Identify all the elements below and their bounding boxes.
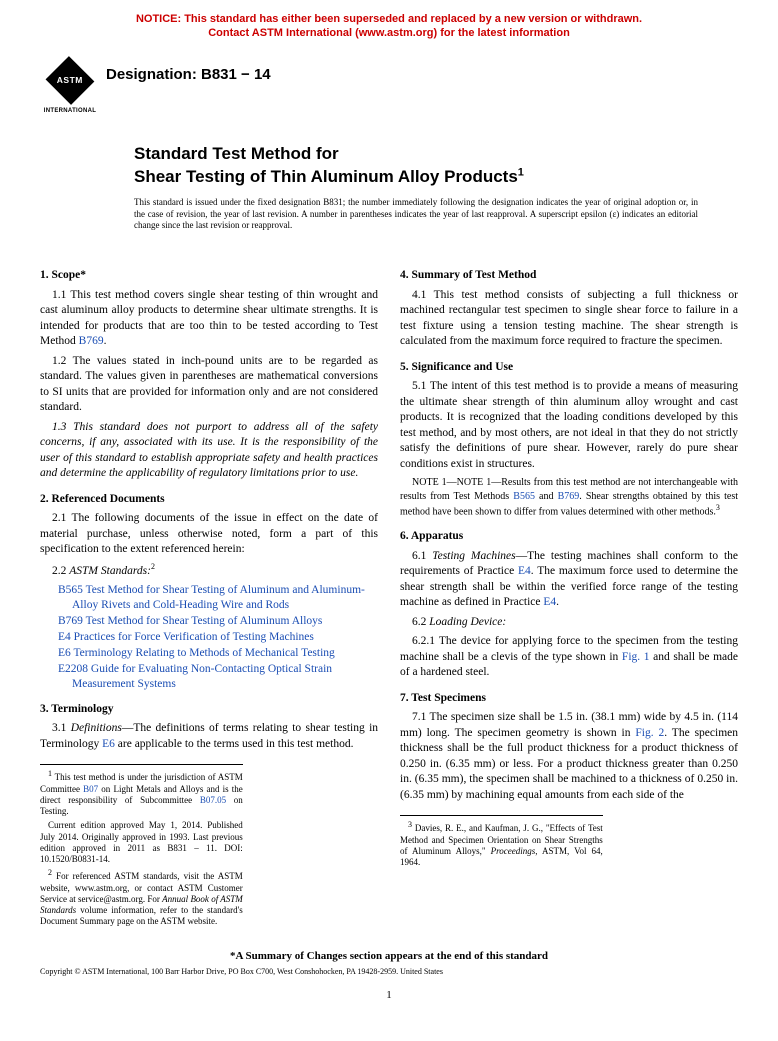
section-1-head: 1. Scope* — [40, 268, 378, 284]
logo-subtitle: INTERNATIONAL — [44, 107, 96, 115]
link-e6[interactable]: E6 — [102, 738, 115, 750]
link-b565[interactable]: B565 — [513, 491, 535, 502]
ref-list: B565 Test Method for Shear Testing of Al… — [40, 583, 378, 692]
issued-note: This standard is issued under the fixed … — [134, 197, 698, 232]
left-footnotes: 1 This test method is under the jurisdic… — [40, 764, 243, 927]
left-column: 1. Scope* 1.1 This test method covers si… — [40, 258, 378, 930]
para-7-1: 7.1 The specimen size shall be 1.5 in. (… — [400, 710, 738, 803]
summary-note: *A Summary of Changes section appears at… — [40, 949, 738, 964]
notice-line2: Contact ASTM International (www.astm.org… — [208, 27, 570, 39]
right-footnotes: 3 Davies, R. E., and Kaufman, J. G., "Ef… — [400, 815, 603, 868]
copyright: Copyright © ASTM International, 100 Barr… — [40, 967, 738, 978]
ref-b769[interactable]: B769 Test Method for Shear Testing of Al… — [58, 614, 378, 629]
designation: Designation: B831 − 14 — [106, 65, 271, 85]
astm-logo: ASTM INTERNATIONAL — [42, 59, 98, 115]
ref-e2208[interactable]: E2208 Guide for Evaluating Non-Contactin… — [58, 662, 378, 692]
logo-text: ASTM — [57, 74, 83, 85]
para-2-2: 2.2 ASTM Standards:2 — [40, 562, 378, 579]
para-3-1: 3.1 Definitions—The definitions of terms… — [40, 721, 378, 752]
link-fig1[interactable]: Fig. 1 — [622, 651, 650, 663]
footnote-1: 1 This test method is under the jurisdic… — [40, 769, 243, 817]
logo-diamond: ASTM — [46, 56, 95, 105]
para-6-2-1: 6.2.1 The device for applying force to t… — [400, 634, 738, 681]
title-sup: 1 — [518, 166, 524, 178]
notice-line1: NOTICE: This standard has either been su… — [136, 13, 642, 25]
link-b07[interactable]: B07 — [83, 784, 98, 794]
note-1: NOTE 1—NOTE 1—Results from this test met… — [400, 476, 738, 519]
section-3-head: 3. Terminology — [40, 702, 378, 718]
title-line2: Shear Testing of Thin Aluminum Alloy Pro… — [134, 166, 738, 187]
ref-b565[interactable]: B565 Test Method for Shear Testing of Al… — [58, 583, 378, 613]
title-block: Standard Test Method for Shear Testing o… — [134, 143, 738, 188]
section-2-head: 2. Referenced Documents — [40, 492, 378, 508]
ref-e4[interactable]: E4 Practices for Force Verification of T… — [58, 630, 378, 645]
para-1-1: 1.1 This test method covers single shear… — [40, 288, 378, 350]
para-6-1: 6.1 Testing Machines—The testing machine… — [400, 549, 738, 611]
para-6-2: 6.2 Loading Device: — [400, 615, 738, 631]
para-2-1: 2.1 The following documents of the issue… — [40, 511, 378, 558]
link-b0705[interactable]: B07.05 — [200, 795, 226, 805]
link-fig2[interactable]: Fig. 2 — [635, 727, 664, 739]
ref-e6[interactable]: E6 Terminology Relating to Methods of Me… — [58, 646, 378, 661]
section-5-head: 5. Significance and Use — [400, 360, 738, 376]
two-column-body: 1. Scope* 1.1 This test method covers si… — [40, 258, 738, 930]
footnote-2: 2 For referenced ASTM standards, visit t… — [40, 868, 243, 927]
section-6-head: 6. Apparatus — [400, 529, 738, 545]
page-root: NOTICE: This standard has either been su… — [0, 0, 778, 1033]
section-7-head: 7. Test Specimens — [400, 691, 738, 707]
title-line1: Standard Test Method for — [134, 143, 738, 164]
section-4-head: 4. Summary of Test Method — [400, 268, 738, 284]
link-e4a[interactable]: E4 — [518, 565, 531, 577]
link-b769[interactable]: B769 — [79, 335, 104, 347]
right-column: 4. Summary of Test Method 4.1 This test … — [400, 258, 738, 930]
link-e4b[interactable]: E4 — [543, 596, 556, 608]
para-4-1: 4.1 This test method consists of subject… — [400, 288, 738, 350]
notice-banner: NOTICE: This standard has either been su… — [40, 12, 738, 41]
footnote-1b: Current edition approved May 1, 2014. Pu… — [40, 820, 243, 865]
link-b769-2[interactable]: B769 — [558, 491, 580, 502]
para-1-2: 1.2 The values stated in inch-pound unit… — [40, 354, 378, 416]
page-number: 1 — [40, 988, 738, 1003]
para-5-1: 5.1 The intent of this test method is to… — [400, 379, 738, 472]
header-row: ASTM INTERNATIONAL Designation: B831 − 1… — [42, 59, 738, 115]
footnote-3: 3 Davies, R. E., and Kaufman, J. G., "Ef… — [400, 820, 603, 868]
para-1-3: 1.3 This standard does not purport to ad… — [40, 420, 378, 482]
